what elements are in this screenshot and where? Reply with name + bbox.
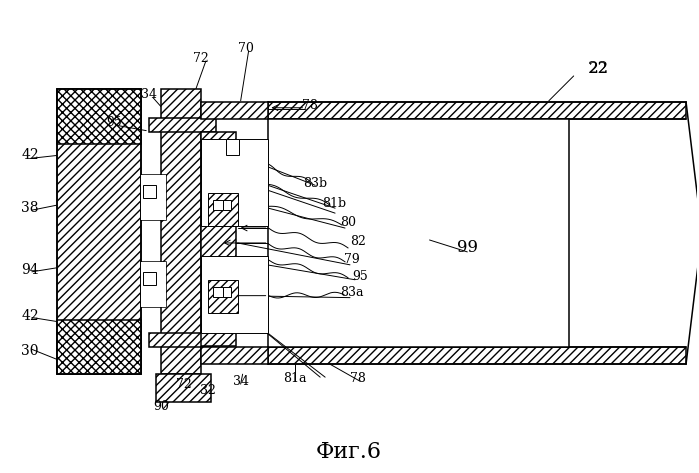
Bar (141, 262, 166, 307)
Bar (57, 89, 141, 143)
Text: 81a: 81a (284, 372, 307, 385)
Text: 72: 72 (176, 377, 192, 391)
Text: 32: 32 (200, 384, 216, 396)
Bar (223, 200, 231, 210)
Bar (223, 287, 231, 297)
Text: 83b: 83b (303, 177, 327, 190)
Bar (141, 175, 166, 220)
Bar (268, 102, 686, 119)
Bar (208, 193, 238, 226)
Text: 94: 94 (21, 263, 38, 277)
Text: 42: 42 (21, 149, 38, 163)
Bar (149, 333, 216, 347)
Bar (57, 319, 141, 374)
Bar (201, 131, 236, 346)
Text: 83a: 83a (340, 286, 363, 299)
Text: 72: 72 (193, 52, 209, 64)
Text: 81b: 81b (322, 197, 346, 210)
Bar (143, 272, 156, 285)
Text: 38: 38 (21, 201, 38, 215)
Bar (141, 175, 166, 220)
Text: 82: 82 (350, 236, 366, 248)
Text: 34: 34 (233, 375, 249, 388)
Text: 42: 42 (21, 308, 38, 323)
Bar (143, 185, 156, 198)
Text: 70: 70 (238, 42, 254, 54)
Bar (208, 280, 238, 313)
Bar (201, 347, 268, 364)
Bar (161, 89, 201, 374)
Bar (226, 139, 238, 156)
Bar (57, 89, 141, 374)
Text: 90: 90 (153, 401, 169, 413)
Text: 95: 95 (106, 116, 122, 129)
Bar (141, 262, 166, 307)
Bar (212, 200, 223, 210)
Text: 30: 30 (21, 344, 38, 359)
Bar (149, 118, 216, 131)
Bar (156, 374, 211, 402)
Text: 22: 22 (589, 62, 608, 76)
Bar (212, 287, 223, 297)
Bar (201, 256, 268, 333)
Text: 78: 78 (350, 372, 366, 385)
Bar (201, 139, 268, 226)
Text: 78: 78 (302, 99, 318, 112)
Text: Фиг.6: Фиг.6 (316, 441, 382, 463)
Bar (201, 102, 268, 119)
Bar (268, 119, 569, 347)
Text: 34: 34 (141, 88, 157, 101)
Text: 95: 95 (352, 270, 368, 283)
Text: 22: 22 (588, 61, 609, 78)
Text: 79: 79 (344, 254, 360, 266)
Text: 99: 99 (457, 239, 478, 256)
Bar (268, 347, 686, 364)
Text: 80: 80 (340, 216, 356, 228)
